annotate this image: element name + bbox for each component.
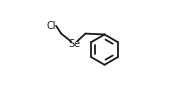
Text: Cl: Cl	[47, 21, 56, 31]
Text: Se: Se	[68, 39, 80, 49]
